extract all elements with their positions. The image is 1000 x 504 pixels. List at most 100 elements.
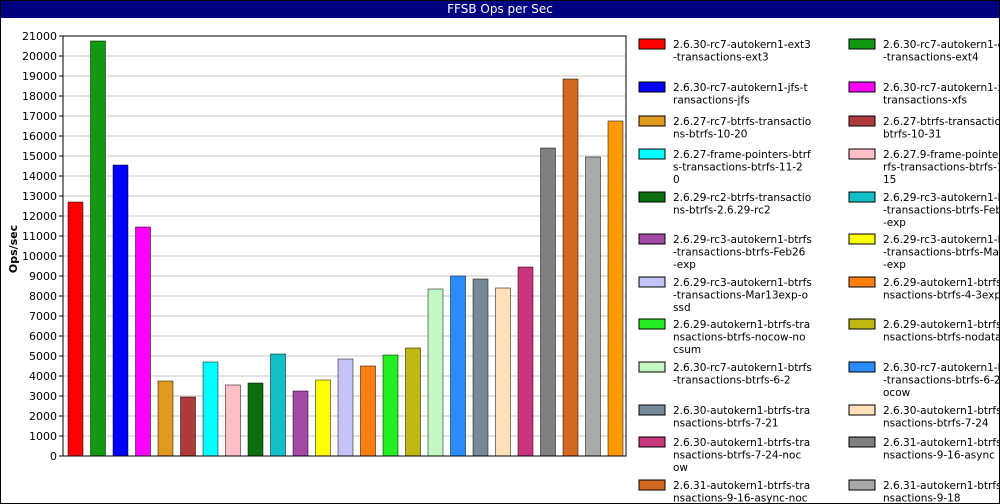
legend-label: -transactions-btrfs-6-2 (673, 375, 791, 387)
legend-label: 2.6.31-autokern1-btrfs-tra (673, 480, 810, 492)
bar (315, 379, 331, 457)
legend-swatch (638, 436, 666, 448)
y-tick-label: 10000 (22, 250, 57, 263)
legend-label: -transactions-btrfs-Feb26 (673, 247, 806, 259)
y-tick-label: 16000 (22, 130, 57, 143)
legend-swatch (848, 191, 876, 203)
legend-label: -transactions-Mar13exp-o (673, 290, 808, 302)
legend-label: 2.6.30-rc7-autokern1-ext3 (673, 39, 811, 51)
y-tick-label: 12000 (22, 210, 57, 223)
legend-swatch (848, 479, 876, 491)
legend-label: ns-btrfs-2.6.29-rc2 (673, 205, 771, 217)
bar (427, 288, 444, 457)
legend-label: btrfs-10-31 (883, 129, 942, 141)
bar (405, 347, 421, 457)
legend-label: 2.6.27-rc7-btrfs-transactio (673, 116, 811, 128)
y-tick-label: 17000 (22, 110, 57, 123)
bar (180, 396, 196, 457)
legend-swatch (638, 276, 666, 288)
bar (247, 382, 264, 457)
legend-swatch (638, 148, 666, 160)
bar (90, 40, 106, 457)
legend-swatch (638, 318, 666, 330)
legend-swatch (848, 436, 876, 448)
bar (67, 201, 84, 457)
y-tick-label: 20000 (22, 50, 57, 63)
legend-swatch (848, 115, 876, 127)
chart-title: FFSB Ops per Sec (1, 1, 999, 18)
legend: 2.6.30-rc7-autokern1-ext3-transactions-e… (638, 38, 999, 504)
legend-label: rfs-transactions-btrfs-12- (883, 162, 999, 174)
legend-label: 2.6.29-rc3-autokern1-btrfs (883, 234, 999, 246)
bar (202, 361, 219, 457)
bar (540, 147, 556, 457)
legend-label: -transactions-ext4 (883, 52, 979, 64)
bar (495, 287, 511, 457)
legend-label: -transactions-ext3 (673, 52, 769, 64)
legend-label: 2.6.30-autokern1-btrfs-tra (883, 405, 999, 417)
y-tick-label: 18000 (22, 90, 57, 103)
legend-label: -transactions-btrfs-6-2-n (883, 375, 999, 387)
legend-label: -transactions-btrfs-Feb24 (883, 205, 999, 217)
bar (112, 164, 129, 457)
legend-label: s-transactions-btrfs-11-2 (673, 162, 803, 174)
legend-label: ocow (883, 387, 911, 399)
legend-label: 2.6.30-autokern1-btrfs-tra (673, 437, 810, 449)
y-tick-label: 2000 (29, 410, 57, 423)
legend-label: -exp (883, 217, 906, 229)
legend-label: -exp (883, 259, 906, 271)
bar (607, 120, 624, 457)
legend-label: 2.6.31-autokern1-btrfs-tra (883, 437, 999, 449)
legend-label: 2.6.31-autokern1-btrfs-tra (883, 480, 999, 492)
legend-swatch (848, 276, 876, 288)
y-axis-label: Ops/sec (7, 225, 20, 273)
legend-label: transactions-xfs (883, 95, 967, 107)
bar (585, 156, 601, 457)
y-tick-label: 1000 (29, 430, 57, 443)
legend-label: 2.6.29-rc3-autokern1-btrfs (883, 192, 999, 204)
legend-swatch (848, 404, 876, 416)
y-tick-label: 4000 (29, 370, 57, 383)
bar (382, 354, 399, 457)
bar (562, 78, 579, 457)
y-tick-label: 6000 (29, 330, 57, 343)
legend-label: 2.6.29-autokern1-btrfs-tra (673, 319, 810, 331)
legend-label: 2.6.30-rc7-autokern1-xfs- (883, 82, 999, 94)
y-tick-label: 19000 (22, 70, 57, 83)
legend-swatch (848, 361, 876, 373)
legend-label: nsactions-9-18 (883, 493, 961, 504)
legend-label: 2.6.27-btrfs-transactions- (883, 116, 999, 128)
legend-label: ransactions-jfs (673, 95, 750, 107)
bar (472, 278, 489, 457)
legend-swatch (638, 81, 666, 93)
legend-label: 2.6.29-autokern1-btrfs-tra (883, 277, 999, 289)
legend-label: nsactions-btrfs-nocow-no (673, 332, 806, 344)
legend-swatch (638, 404, 666, 416)
legend-swatch (848, 81, 876, 93)
y-tick-label: 9000 (29, 270, 57, 283)
legend-label: nsactions-9-16-async-noc (673, 493, 808, 504)
legend-swatch (638, 191, 666, 203)
legend-label: 15 (883, 174, 896, 186)
legend-label: 2.6.27-frame-pointers-btrf (673, 149, 811, 161)
y-tick-label: 13000 (22, 190, 57, 203)
legend-label: 2.6.29-rc2-btrfs-transactio (673, 192, 811, 204)
legend-label: nsactions-btrfs-4-3exp (883, 290, 999, 302)
legend-label: 2.6.30-rc7-autokern1-btrfs (883, 362, 999, 374)
y-tick-label: 21000 (22, 30, 57, 43)
legend-label: ns-btrfs-10-20 (673, 129, 747, 141)
bars (67, 40, 624, 457)
legend-swatch (638, 115, 666, 127)
legend-swatch (848, 318, 876, 330)
y-tick-label: 3000 (29, 390, 57, 403)
legend-label: 2.6.30-rc7-autokern1-ext4 (883, 39, 999, 51)
legend-label: 2.6.29-rc3-autokern1-btrfs (673, 234, 812, 246)
legend-label: -exp (673, 259, 696, 271)
legend-label: 2.6.30-rc7-autokern1-jfs-t (673, 82, 808, 94)
legend-label: nsactions-btrfs-7-21 (673, 418, 779, 430)
legend-label: 0 (673, 174, 680, 186)
legend-label: -transactions-btrfs-Mar13 (883, 247, 999, 259)
bar (360, 365, 376, 457)
legend-label: 2.6.29-rc3-autokern1-btrfs (673, 277, 812, 289)
